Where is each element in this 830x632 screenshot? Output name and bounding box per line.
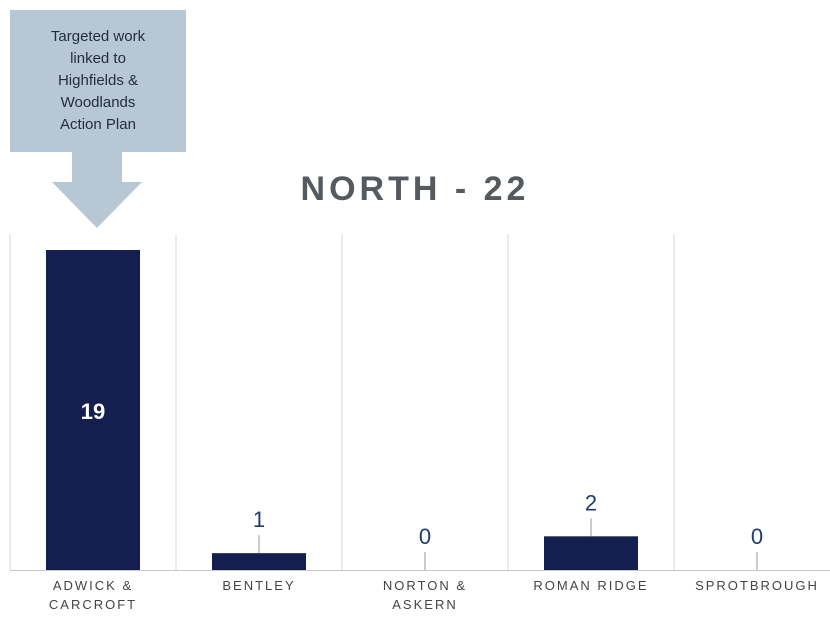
callout: Targeted work linked to Highfields & Woo… [0, 0, 200, 240]
chart-title: NORTH - 22 [300, 170, 530, 208]
data-label: 1 [253, 507, 265, 532]
category-label: BENTLEY [222, 578, 295, 593]
category-label: ADWICK & CARCROFT [49, 578, 137, 612]
category-label: SPROTBROUGH [695, 578, 819, 593]
data-label: 0 [751, 524, 763, 549]
data-label: 2 [585, 490, 597, 515]
category-label: NORTON & ASKERN [383, 578, 467, 612]
data-label: 19 [81, 399, 105, 424]
bar [46, 250, 140, 570]
bar [212, 553, 306, 570]
data-label: 0 [419, 524, 431, 549]
category-label: ROMAN RIDGE [533, 578, 648, 593]
callout-text: Targeted work linked to Highfields & Woo… [50, 28, 146, 133]
callout-arrow-icon [10, 10, 186, 228]
bar [544, 536, 638, 570]
callout-arrow-shape [10, 10, 186, 228]
